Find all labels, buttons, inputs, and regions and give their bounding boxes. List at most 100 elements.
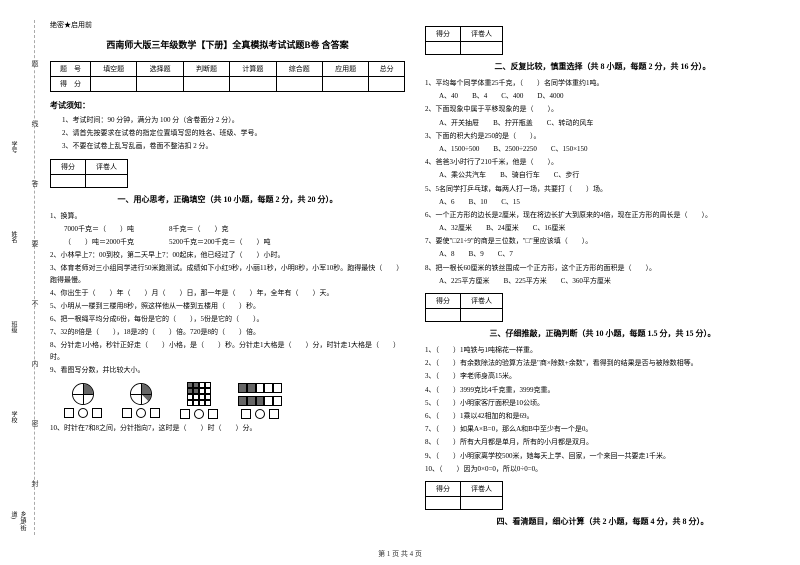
binding-mark: 内 [30,360,40,367]
left-column: 绝密★启用前 西南师大版三年级数学【下册】全真模拟考试试题B卷 含答案 题 号 … [40,20,415,555]
td [322,77,368,92]
question: 3、下面的积大约是250的是（ ）。 [425,131,780,142]
compare-row [180,409,218,419]
td: 得 分 [51,77,91,92]
question: 8、把一根长60厘米的铁丝围成一个正方形，这个正方形的面积是（ ）。 [425,263,780,274]
th: 总分 [369,62,405,77]
binding-mark: 答 [30,180,40,187]
eval-table: 得分 评卷人 [425,26,503,55]
question: 1、（ ）1吨铁与1吨棉花一样重。 [425,345,780,356]
eval-grader: 评卷人 [461,294,503,309]
th: 应用题 [322,62,368,77]
options: A、乘公共汽车B、骑自行车C、步行 [425,170,780,181]
binding-label-class: 班级 [8,320,19,334]
bar-fraction-icon [238,396,282,406]
question: 7、（ ）如果A×B=0，那么A和B中至少有一个是0。 [425,424,780,435]
question: 3、（ ）李老师身高15米。 [425,371,780,382]
td [426,42,461,55]
page-footer: 第 1 页 共 4 页 [0,549,800,559]
binding-margin: 乡镇(街道) 学校 班级 姓名 学号 封 密 内 不 要 答 线 题 [10,20,35,535]
question: 2、（ ）有余数除法的验算方法是"商×除数+余数"，看得到的结果是否与被除数相等… [425,358,780,369]
question: 4、你出生于（ ）年（ ）月（ ）日，那一年是（ ）年，全年有（ ）天。 [50,288,405,299]
question: 7、32的8倍是（ ），18是2的（ ）倍。720是8的（ ）倍。 [50,327,405,338]
binding-label-name: 姓名 [8,230,19,244]
td [137,77,183,92]
td [426,309,461,322]
question: 6、把一根绳平均分成6份，每份是它的（ ），5份是它的（ ）。 [50,314,405,325]
td [183,77,229,92]
eval-grader: 评卷人 [461,481,503,496]
eval-score: 得分 [426,27,461,42]
question: 5、小明从一楼到三楼用8秒，照这样他从一楼到五楼用（ ）秒。 [50,301,405,312]
eval-score: 得分 [426,294,461,309]
options: A、开关抽屉B、拧开瓶盖C、转动的风车 [425,118,780,129]
th: 判断题 [183,62,229,77]
question: 5、（ ）小明家客厅面积是10公顷。 [425,398,780,409]
question: 8、分针走1小格，秒针正好走（ ）小格，是（ ）秒。分针走1大格是（ ）分，时针… [50,340,405,362]
fraction-item [238,383,282,419]
question: 9、看图写分数，并比较大小。 [50,365,405,376]
th: 计算题 [230,62,276,77]
th: 选择题 [137,62,183,77]
question-sub: （ ）吨＝2000千克 5200千克＝200千克＝（ ）吨 [50,237,405,248]
options: A、6B、10C、15 [425,197,780,208]
td [86,174,128,187]
question: 10、（ ）因为0×0=0，所以0÷0=0。 [425,464,780,475]
binding-mark: 封 [30,480,40,487]
exam-title: 西南师大版三年级数学【下册】全真模拟考试试题B卷 含答案 [50,38,405,51]
question-sub: 7000千克＝（ ）吨 8千克＝（ ）克 [50,224,405,235]
grid-fraction-icon [187,382,211,406]
binding-mark: 线 [30,120,40,127]
fraction-item [122,383,160,418]
notice-heading: 考试须知： [50,100,405,111]
td [51,174,86,187]
question: 6、一个正方形的边长是2厘米，现在将边长扩大到原来的4倍，现在正方形的周长是（ … [425,210,780,221]
td [230,77,276,92]
fraction-item [64,383,102,418]
notice-item: 3、不要在试卷上乱写乱画，卷面不整洁扣 2 分。 [50,141,405,152]
circle-fraction-icon [72,383,94,405]
table-row: 得 分 [51,77,405,92]
section-4-title: 四、看清题目，细心计算（共 2 小题，每题 4 分，共 8 分）。 [425,516,780,527]
options: A、8B、9C、7 [425,249,780,260]
options: A、225平方厘米B、225平方米C、360平方厘米 [425,276,780,287]
eval-score: 得分 [51,159,86,174]
binding-label-township: 乡镇(街道) [8,510,28,535]
question: 2、下面现象中属于平移现象的是（ ）。 [425,104,780,115]
td [461,42,503,55]
eval-score: 得分 [426,481,461,496]
td [461,309,503,322]
binding-mark: 要 [30,240,40,247]
td [276,77,322,92]
th: 填空题 [91,62,137,77]
th: 综合题 [276,62,322,77]
options: A、32厘米B、24厘米C、16厘米 [425,223,780,234]
score-table: 题 号 填空题 选择题 判断题 计算题 综合题 应用题 总分 得 分 [50,61,405,92]
binding-mark: 不 [30,300,40,307]
binding-label-school: 学校 [8,410,19,424]
question: 10、时针在7和8之间，分针指向7，这时是（ ）时（ ）分。 [50,423,405,434]
eval-table: 得分 评卷人 [50,159,128,188]
compare-row [241,409,279,419]
question: 4、爸爸3小时行了210千米，他是（ ）。 [425,157,780,168]
td [461,496,503,509]
compare-row [64,408,102,418]
question: 1、平均每个同学体重25千克，（ ）名同学体重约1吨。 [425,78,780,89]
bar-fraction-icon [238,383,282,393]
eval-grader: 评卷人 [86,159,128,174]
question: 9、（ ）小明家离学校500米，她每天上学、回家，一个来回一共要走1千米。 [425,451,780,462]
question: 2、小林早上7：00到校，第二天早上7：00起床，他已经过了（ ）小时。 [50,250,405,261]
eval-table: 得分 评卷人 [425,293,503,322]
exam-page: 绝密★启用前 西南师大版三年级数学【下册】全真模拟考试试题B卷 含答案 题 号 … [0,0,800,565]
compare-row [122,408,160,418]
binding-label-id: 学号 [8,140,19,154]
binding-mark: 题 [30,60,40,67]
options: A、40B、4C、400D、4000 [425,91,780,102]
question: 4、（ ）3999克比4千克重，3999克重。 [425,385,780,396]
circle-fraction-icon [130,383,152,405]
fraction-item [180,382,218,419]
table-row: 题 号 填空题 选择题 判断题 计算题 综合题 应用题 总分 [51,62,405,77]
question: 3、体育老师对三小组同学进行50米跑测试。成绩如下小红9秒，小丽11秒，小明8秒… [50,263,405,285]
question: 8、（ ）所有大月都是单月，所有的小月都是双月。 [425,437,780,448]
th: 题 号 [51,62,91,77]
